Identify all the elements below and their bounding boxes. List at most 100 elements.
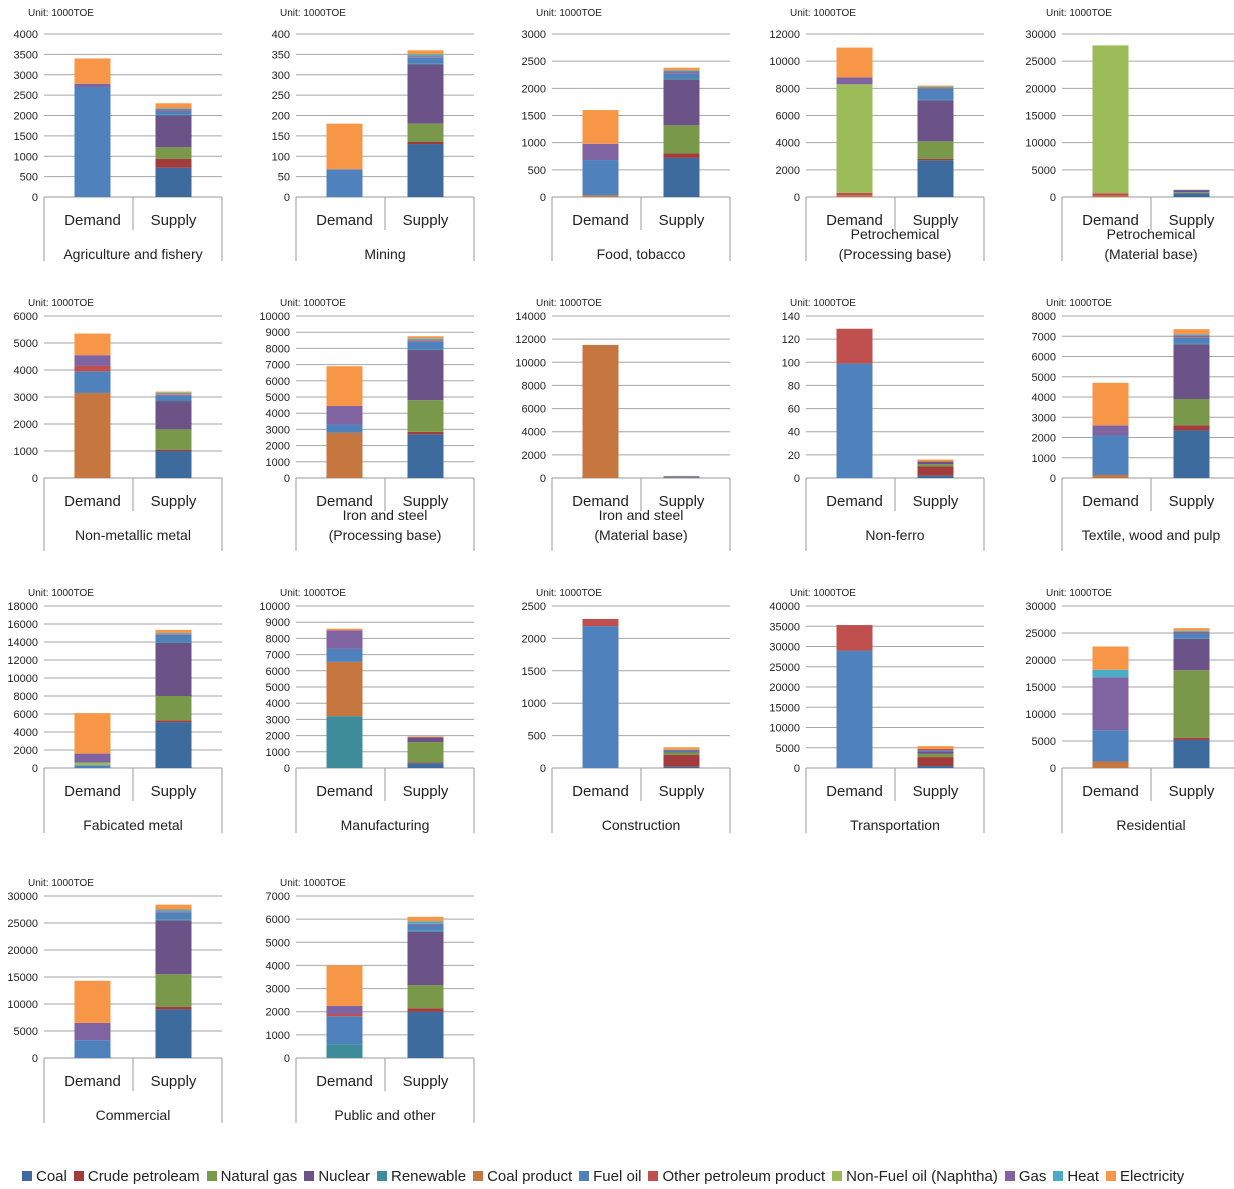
legend-item-non-fuel-oil-naphtha: Non-Fuel oil (Naphtha) [832, 1168, 998, 1185]
bar-segment-supply-renewable [155, 919, 192, 921]
bar-segment-supply-electricity [917, 459, 954, 461]
y-tick-label: 0 [540, 473, 546, 485]
bar-segment-demand-fuel-oil [326, 169, 363, 197]
unit-label: Unit: 1000TOE [28, 298, 94, 309]
bar-segment-supply-natural-gas [407, 985, 444, 1009]
bar-segment-supply-nuclear [407, 350, 444, 401]
bar-segment-demand-gas [326, 630, 363, 649]
chart-plot: 0 500 1000 1500 2000 2500 Demand Supply Construc… [522, 601, 731, 833]
y-tick-label: 500 [528, 731, 546, 743]
bar-segment-supply-crude-petroleam [1173, 425, 1210, 431]
chart-title: Fabicated metal [83, 817, 183, 833]
y-tick-label: 3000 [266, 984, 290, 996]
category-label: Demand [826, 783, 883, 800]
category-label: Supply [1169, 212, 1215, 229]
unit-label: Unit: 1000TOE [536, 588, 602, 599]
bar-segment-supply-coal [407, 144, 444, 197]
y-tick-label: 1000 [266, 747, 290, 759]
y-tick-label: 2000 [522, 633, 546, 645]
legend-label: Other petroleum product [662, 1167, 826, 1185]
legend-label: Electricity [1120, 1167, 1185, 1185]
y-tick-label: 1000 [14, 151, 38, 163]
chart-grid: Unit: 1000TOE 0 500 1000 1500 2000 2500 3000 350… [7, 8, 1234, 1123]
legend: Coal Crude petroleam Natural gas Nuclear Ren… [22, 1166, 1232, 1186]
y-tick-label: 10000 [1025, 138, 1056, 150]
chart-title: Commercial [96, 1107, 171, 1123]
bar-segment-demand-electricity [74, 333, 111, 356]
bar-segment-supply-crude-petroleam [407, 762, 444, 764]
category-label: Demand [826, 493, 883, 510]
bar-segment-supply-renewable [155, 114, 192, 116]
y-tick-label: 10000 [769, 723, 800, 735]
y-tick-label: 500 [528, 165, 546, 177]
y-tick-label: 3000 [14, 70, 38, 82]
bar-segment-supply-renewable [155, 400, 192, 402]
y-tick-label: 25000 [1025, 56, 1056, 68]
chart-plot: 0 500 1000 1500 2000 2500 3000 3500 4000 Demand Su… [14, 29, 223, 262]
bar-segment-demand-coal-product [326, 661, 363, 717]
y-tick-label: 4000 [266, 960, 290, 972]
bar-segment-supply-nuclear [1173, 190, 1210, 193]
chart-title: Non-metallic metal [75, 527, 191, 543]
bar-segment-demand-other-petroleum-product [326, 1014, 363, 1017]
bar-segment-supply-electricity [155, 629, 192, 633]
y-tick-label: 50 [278, 172, 290, 184]
bar-segment-supply-other-petroleum-product [1173, 336, 1210, 338]
unit-label: Unit: 1000TOE [1046, 8, 1112, 19]
y-tick-label: 2500 [522, 601, 546, 613]
chart-plot: 0 1000 2000 3000 4000 5000 6000 7000 8000 Demand S… [1032, 311, 1234, 551]
y-tick-label: 4000 [14, 365, 38, 377]
bar-segment-supply-other-petroleum-product [155, 394, 192, 396]
bar-segment-demand-fuel-oil [1092, 435, 1129, 475]
bar-segment-demand-fuel-oil [836, 650, 873, 768]
bar-segment-demand-fuel-oil [326, 424, 363, 433]
chart-title: Food, tobacco [597, 246, 686, 262]
category-label: Demand [64, 212, 121, 229]
y-tick-label: 2000 [522, 83, 546, 95]
y-tick-label: 5000 [266, 937, 290, 949]
category-label: Demand [1082, 783, 1139, 800]
y-tick-label: 300 [272, 70, 290, 82]
y-tick-label: 20 [788, 450, 800, 462]
bar-segment-supply-natural-gas [155, 147, 192, 159]
y-tick-label: 100 [272, 151, 290, 163]
bar-segment-demand-gas [74, 355, 111, 366]
bar-segment-supply-fuel-oil [1173, 337, 1210, 344]
y-tick-label: 1000 [1032, 453, 1056, 465]
y-tick-label: 5000 [266, 392, 290, 404]
legend-item-fuel-oil: Fuel oil [579, 1168, 641, 1185]
y-tick-label: 7000 [266, 360, 290, 372]
y-tick-label: 0 [1050, 763, 1056, 775]
y-tick-label: 30000 [1025, 29, 1056, 41]
bar-segment-supply-coal-product [917, 460, 954, 462]
bar-segment-supply-crude-petroleam [407, 431, 444, 435]
legend-item-heat: Heat [1053, 1168, 1099, 1185]
unit-label: Unit: 1000TOE [1046, 298, 1112, 309]
legend-item-renewable: Renewable [377, 1168, 466, 1185]
bar-segment-supply-other-petroleum-product [1173, 632, 1210, 633]
y-tick-label: 1500 [522, 666, 546, 678]
y-tick-label: 1000 [522, 138, 546, 150]
bar-segment-supply-fuel-oil [407, 341, 444, 350]
chart-title: (Processing base) [839, 246, 952, 262]
legend-label: Fuel oil [593, 1167, 642, 1185]
y-tick-label: 0 [284, 192, 290, 204]
bar-segment-supply-electricity [155, 103, 192, 109]
bar-segment-demand-renewable [326, 1044, 363, 1058]
y-tick-label: 0 [794, 473, 800, 485]
y-tick-label: 4000 [776, 138, 800, 150]
category-label: Demand [316, 1073, 373, 1090]
y-tick-label: 2000 [522, 450, 546, 462]
legend-swatch [832, 1171, 843, 1181]
y-tick-label: 5000 [776, 743, 800, 755]
chart-title: Non-ferro [865, 527, 924, 543]
bar-segment-supply-nuclear [155, 115, 192, 148]
y-tick-label: 12000 [515, 334, 546, 346]
chart-title: (Processing base) [329, 527, 442, 543]
bar-segment-supply-gas [407, 923, 444, 925]
chart-plot: 0 20 40 60 80 100 120 140 Demand Supply Non-ferro [782, 311, 985, 551]
bar-segment-supply-natural-gas [155, 429, 192, 450]
legend-swatch [22, 1171, 32, 1181]
category-label: Demand [316, 783, 373, 800]
chart-textile-wood-and-pulp: Unit: 1000TOE 0 1000 2000 3000 4000 5000 6000 70… [1018, 298, 1234, 573]
